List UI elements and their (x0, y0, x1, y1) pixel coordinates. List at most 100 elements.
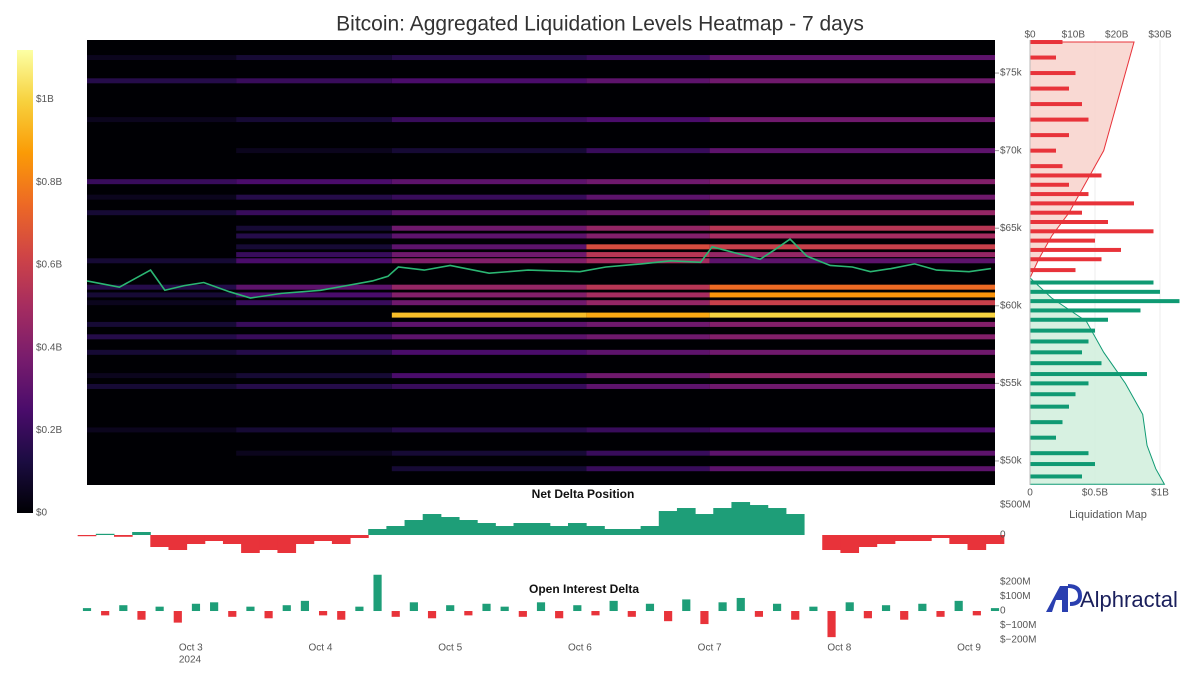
heat-cell (709, 466, 995, 472)
oi_delta-bar (191, 603, 201, 612)
heat-cell (709, 300, 995, 306)
x2-tick-label: $30B (1148, 30, 1172, 41)
x-tick-label: Oct 4 (309, 643, 333, 654)
liq-bar (1030, 474, 1082, 479)
oi_delta-bar (427, 611, 437, 619)
colorbar-tick-label: $0.2B (36, 425, 62, 436)
oi_delta-bar (536, 602, 546, 612)
heat-cell (391, 349, 587, 355)
net_delta-bar (313, 535, 333, 542)
net_delta-bar (949, 535, 969, 545)
heat-cell (709, 210, 995, 216)
heat-cell (391, 258, 587, 264)
cumulative-area (1029, 41, 1135, 279)
oi_delta-bar (809, 606, 818, 612)
oi_delta-bar (373, 574, 382, 612)
y-tick-label: $50k (1000, 456, 1023, 467)
heat-cell (709, 427, 995, 433)
heat-cell (236, 373, 392, 379)
oi_delta-bar (881, 605, 891, 612)
net_delta-bar (186, 535, 206, 545)
heat-cell (391, 252, 587, 258)
heat-cell (391, 300, 587, 306)
net_delta-bar (422, 514, 442, 536)
heat-cell (709, 78, 995, 84)
oi_delta-bar (282, 605, 291, 612)
net_delta-bar (241, 535, 260, 554)
heat-cell (236, 450, 392, 456)
heat-cell (391, 210, 587, 216)
liq-bar (1030, 257, 1102, 262)
oi_delta-bar (827, 611, 836, 638)
heat-cell (236, 78, 392, 84)
colorbar-tick-label: $0.4B (36, 342, 62, 353)
oi_delta-bar (954, 600, 963, 612)
oi_delta-bar (228, 611, 237, 617)
oi_delta-bar (900, 611, 909, 620)
heat-cell (87, 373, 237, 379)
oi_delta-bar (573, 605, 582, 612)
net_delta-bar (477, 523, 496, 536)
heat-cell (236, 55, 392, 61)
heat-cell (236, 427, 392, 433)
heat-cell (391, 284, 587, 290)
y-tick-label: $70k (1000, 145, 1023, 156)
heat-cell (709, 225, 995, 231)
colorbar-tick-label: $0.8B (36, 177, 62, 188)
heat-cell (709, 312, 995, 318)
heat-cell (87, 244, 237, 250)
oi_delta-bar (391, 611, 400, 617)
heat-cell (709, 258, 995, 264)
heat-cell (586, 334, 710, 340)
y-tick-label: $−100M (1000, 620, 1036, 631)
x-tick-label: 0 (1027, 488, 1033, 499)
x-tick-label: Oct 9 (957, 643, 981, 654)
oi_delta-bar (464, 611, 473, 616)
heat-cell (391, 466, 587, 472)
net_delta-bar (695, 514, 714, 536)
heat-cell (391, 334, 587, 340)
x-year-label: 2024 (179, 655, 202, 666)
x-tick-label: Oct 5 (438, 643, 462, 654)
heat-cell (709, 284, 995, 290)
oi_delta-bar (518, 611, 527, 617)
heat-cell (87, 300, 237, 306)
heat-cell (586, 148, 710, 154)
liq-bar (1030, 339, 1089, 344)
oi_delta-bar (627, 611, 636, 617)
net_delta-bar (622, 529, 642, 536)
chart-title: Bitcoin: Aggregated Liquidation Levels H… (336, 13, 864, 36)
heat-cell (236, 312, 392, 318)
heat-cell (236, 148, 392, 154)
liq-bar (1030, 173, 1102, 178)
net_delta-bar (386, 526, 406, 536)
heat-cell (391, 78, 587, 84)
liq-bar (1030, 229, 1154, 234)
heat-cell (586, 284, 710, 290)
net_delta-bar (277, 535, 297, 554)
y-tick-label: $60k (1000, 300, 1023, 311)
oi_delta-bar (337, 611, 346, 620)
heat-cell (87, 258, 237, 264)
liq-bar (1030, 361, 1102, 366)
heat-cell (236, 300, 392, 306)
oi_delta-bar (119, 605, 128, 612)
heat-cell (586, 117, 710, 123)
logo: Alphractal (1046, 584, 1178, 612)
heat-cell (236, 244, 392, 250)
x-tick-label: Oct 7 (698, 643, 722, 654)
heat-cell (709, 321, 995, 327)
x-tick-label: $0.5B (1082, 488, 1108, 499)
net_delta-bar (495, 526, 515, 536)
heat-cell (709, 117, 995, 123)
y-tick-label: $65k (1000, 223, 1023, 234)
heat-cell (586, 312, 710, 318)
heat-cell (391, 450, 587, 456)
heat-cell (87, 383, 237, 389)
heat-cell (709, 179, 995, 185)
oi-delta-title: Open Interest Delta (529, 582, 639, 596)
heat-cell (87, 78, 237, 84)
net_delta-bar (676, 508, 696, 536)
liq-bar (1030, 280, 1154, 285)
heat-cell (586, 233, 710, 239)
